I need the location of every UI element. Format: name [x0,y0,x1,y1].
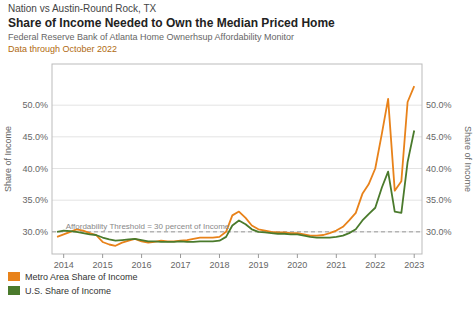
plot-frame [52,64,422,254]
note: Data through October 2022 [8,44,117,54]
legend-swatch [8,272,20,281]
grid-line [52,136,422,137]
x-tick [63,254,64,258]
x-tick-label: 2022 [365,260,385,270]
x-tick [180,254,181,258]
legend-entry: Metro Area Share of Income [25,272,138,282]
x-tick [141,254,142,258]
y2-tick-label: 40.0% [426,164,452,174]
y2-tick-label: 50.0% [426,100,452,110]
x-tick-label: 2018 [209,260,229,270]
x-tick [375,254,376,258]
series-line [57,86,414,246]
y-tick-label: 35.0% [22,195,48,205]
series-line [57,131,414,242]
x-tick-label: 2016 [132,260,152,270]
y2-tick-label: 45.0% [426,132,452,142]
legend-swatch [8,286,20,295]
grid-line [52,105,422,106]
annotation: Affordability Threshold = 30 percent of … [66,222,230,231]
subtitle: Federal Reserve Bank of Atlanta Home Own… [8,32,294,42]
pretitle: Nation vs Austin-Round Rock, TX [8,3,157,14]
x-tick [336,254,337,258]
plot-area [52,86,422,246]
title: Share of Income Needed to Own the Median… [8,16,335,30]
x-tick-label: 2017 [171,260,191,270]
y-tick-label: 30.0% [22,227,48,237]
y-axis-label: Share of Income [3,126,13,192]
x-tick-label: 2020 [287,260,307,270]
x-tick [297,254,298,258]
x-tick-label: 2014 [54,260,74,270]
x-tick-label: 2023 [404,260,424,270]
y2-axis-label: Share of Income [463,126,473,192]
legend-entry: U.S. Share of Income [25,286,111,296]
x-tick [258,254,259,258]
y2-tick-label: 30.0% [426,227,452,237]
chart: Nation vs Austin-Round Rock, TX Share of … [0,0,474,313]
x-tick [219,254,220,258]
y-tick-label: 45.0% [22,132,48,142]
x-tick-label: 2021 [326,260,346,270]
x-tick-label: 2015 [93,260,113,270]
x-tick-label: 2019 [248,260,268,270]
x-tick [414,254,415,258]
threshold-line [52,231,422,232]
y2-tick-label: 35.0% [426,195,452,205]
grid-line [52,200,422,201]
grid-line [52,231,422,232]
x-tick [102,254,103,258]
grid-line [52,168,422,169]
y-tick-label: 50.0% [22,100,48,110]
y-tick-label: 40.0% [22,164,48,174]
